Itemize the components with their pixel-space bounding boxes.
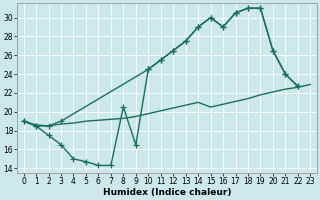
X-axis label: Humidex (Indice chaleur): Humidex (Indice chaleur) [103,188,231,197]
